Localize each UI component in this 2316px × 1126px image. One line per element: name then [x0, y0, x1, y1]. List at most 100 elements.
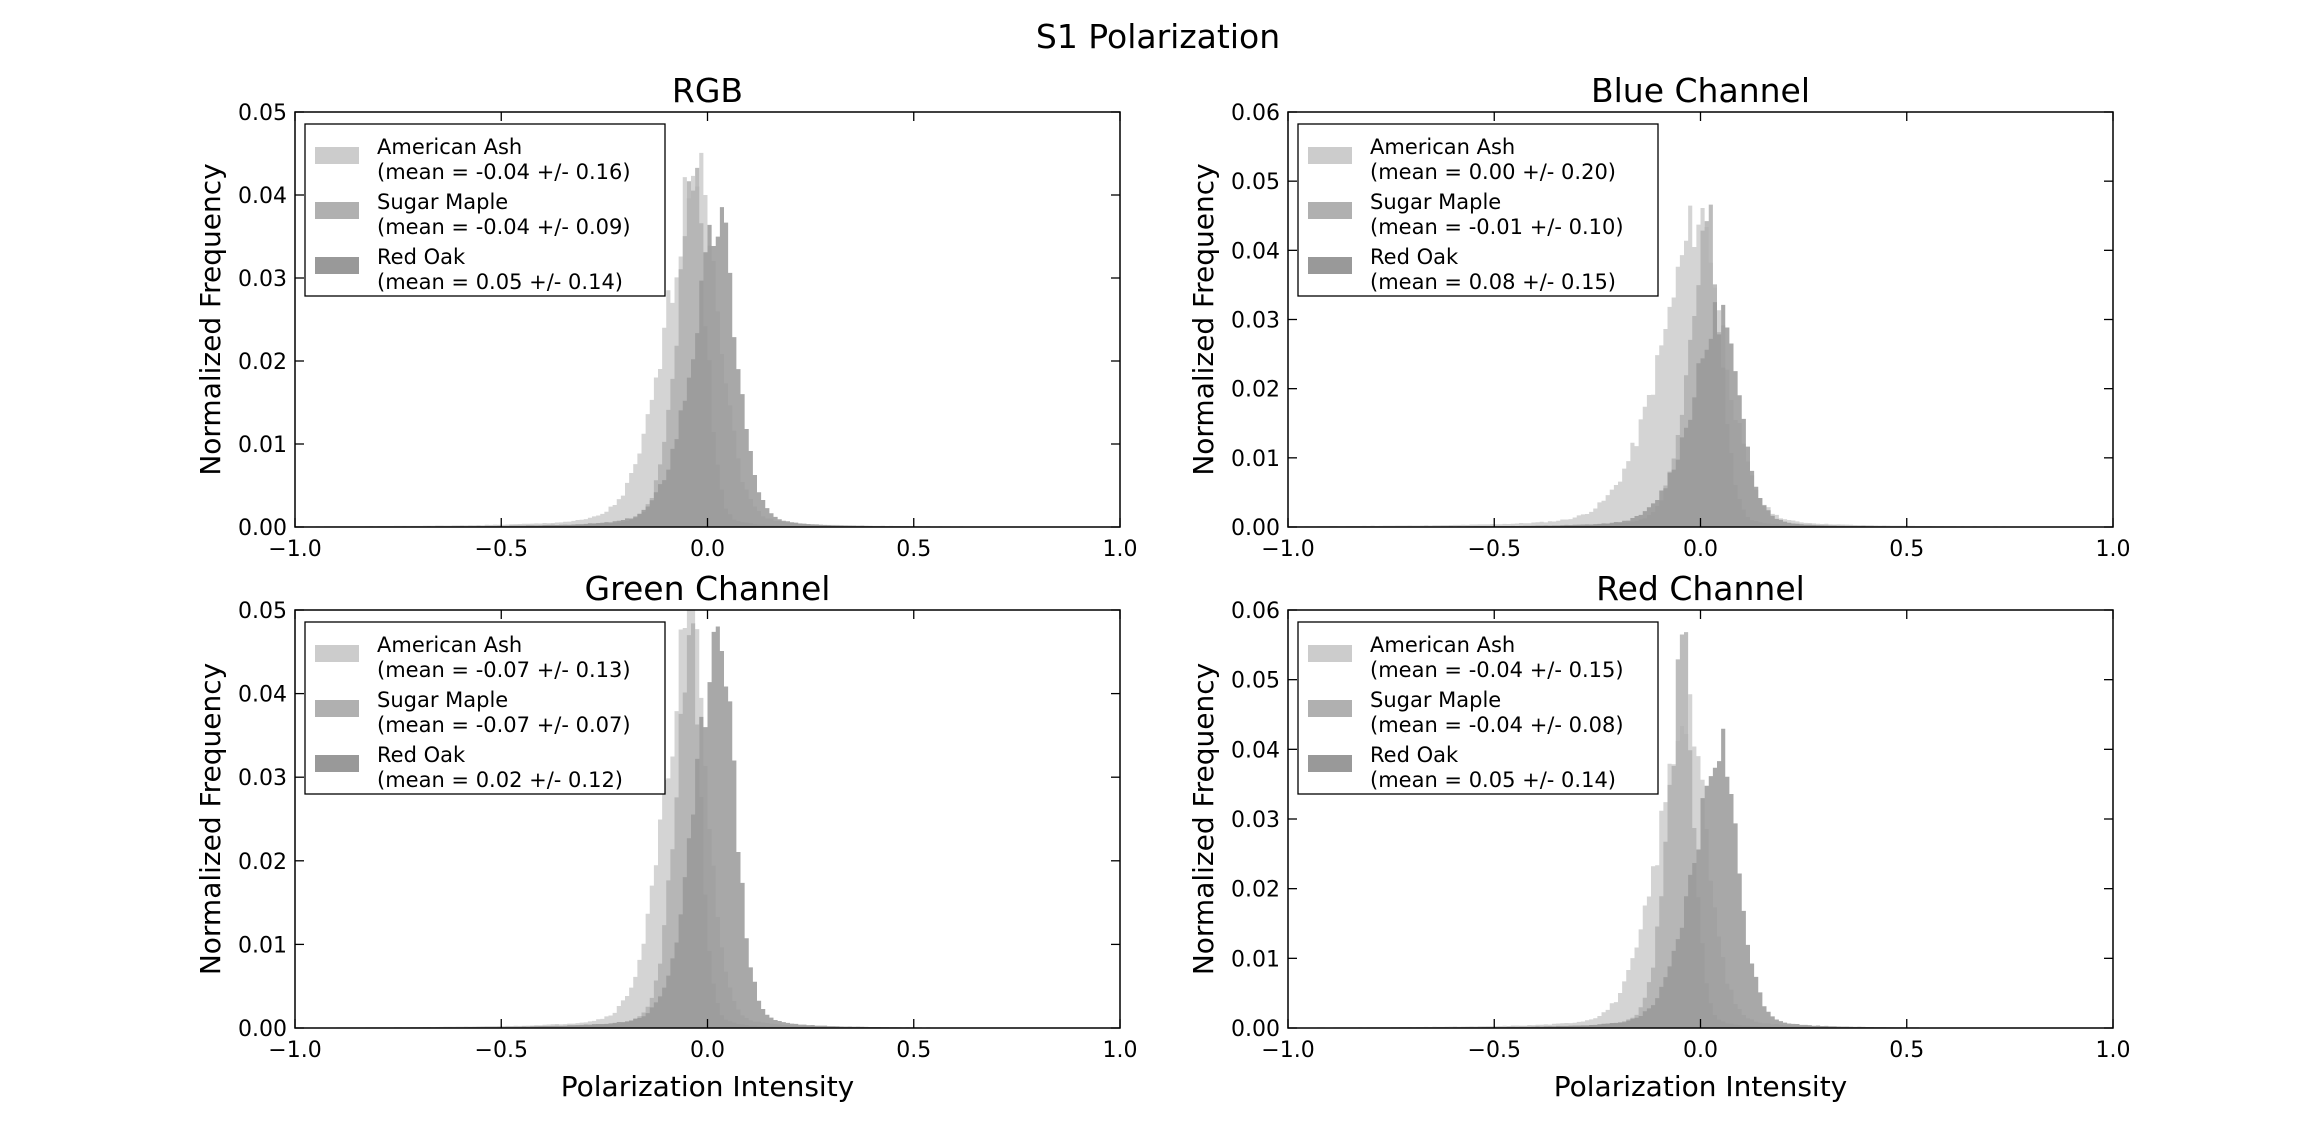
y-tick-label: 0.04 — [238, 184, 287, 209]
y-tick-label: 0.00 — [1231, 1017, 1280, 1042]
y-tick-label: 0.03 — [1231, 309, 1280, 334]
x-tick-label: −0.5 — [475, 537, 528, 562]
y-tick-label: 0.05 — [238, 101, 287, 126]
legend-entry: American Ash — [377, 633, 522, 657]
legend-swatch — [1308, 755, 1352, 772]
x-tick-label: 0.5 — [1889, 537, 1924, 562]
legend-swatch — [315, 147, 359, 164]
x-tick-label: 0.0 — [1683, 537, 1718, 562]
legend-entry-stats: (mean = -0.01 +/- 0.10) — [1370, 215, 1624, 239]
x-tick-label: 1.0 — [1103, 1038, 1138, 1063]
legend-swatch — [315, 700, 359, 717]
x-tick-label: −0.5 — [475, 1038, 528, 1063]
chart-panel: −1.0 −0.5 0.0 0.5 1.0 0.00 0.01 0.02 0.03 0.04 0.0… — [194, 569, 1138, 1103]
y-tick-label: 0.04 — [1231, 738, 1280, 763]
x-tick-label: 1.0 — [1103, 537, 1138, 562]
legend-entry-stats: (mean = 0.00 +/- 0.20) — [1370, 160, 1616, 184]
x-tick-label: 1.0 — [2096, 1038, 2131, 1063]
legend-entry: American Ash — [377, 135, 522, 159]
y-tick-label: 0.06 — [1231, 101, 1280, 126]
x-tick-label: 0.5 — [1889, 1038, 1924, 1063]
x-axis-label: Polarization Intensity — [561, 1070, 855, 1103]
legend-box — [304, 621, 666, 795]
legend: American Ash (mean = -0.07 +/- 0.13) Suga… — [304, 621, 666, 795]
x-tick-label: −0.5 — [1468, 1038, 1521, 1063]
x-tick-label: 1.0 — [2096, 537, 2131, 562]
legend-swatch — [1308, 257, 1352, 274]
legend-entry-stats: (mean = -0.04 +/- 0.16) — [377, 160, 631, 184]
chart-title: Blue Channel — [1591, 71, 1810, 110]
y-axis-label: Normalized Frequency — [194, 663, 227, 975]
histogram-series — [295, 207, 1120, 527]
y-axis-label: Normalized Frequency — [194, 163, 227, 475]
legend-entry: Sugar Maple — [377, 190, 508, 214]
chart-title: RGB — [672, 71, 743, 110]
legend-entry: Sugar Maple — [377, 688, 508, 712]
histogram-series — [1288, 302, 2113, 527]
legend-swatch — [315, 755, 359, 772]
y-tick-label: 0.01 — [1231, 447, 1280, 472]
y-axis-label: Normalized Frequency — [1187, 663, 1220, 975]
y-axis-label: Normalized Frequency — [1187, 163, 1220, 475]
legend-entry-stats: (mean = -0.04 +/- 0.08) — [1370, 713, 1624, 737]
y-tick-label: 0.06 — [1231, 599, 1280, 624]
legend-swatch — [315, 257, 359, 274]
legend-entry: Red Oak — [1370, 245, 1459, 269]
histogram-series — [1288, 728, 2113, 1028]
legend: American Ash (mean = 0.00 +/- 0.20) Sugar… — [1297, 123, 1659, 297]
x-tick-label: 0.5 — [896, 1038, 931, 1063]
legend-entry: American Ash — [1370, 135, 1515, 159]
figure-title: S1 Polarization — [1036, 17, 1280, 56]
legend-entry-stats: (mean = 0.02 +/- 0.12) — [377, 768, 623, 792]
x-tick-label: −1.0 — [1261, 1038, 1314, 1063]
y-tick-label: 0.00 — [238, 516, 287, 541]
y-tick-label: 0.03 — [238, 766, 287, 791]
y-tick-label: 0.02 — [1231, 378, 1280, 403]
chart-title: Red Channel — [1596, 569, 1805, 608]
y-tick-label: 0.01 — [238, 433, 287, 458]
legend-entry: Sugar Maple — [1370, 190, 1501, 214]
legend-entry-stats: (mean = -0.04 +/- 0.09) — [377, 215, 631, 239]
chart-panel: −1.0 −0.5 0.0 0.5 1.0 0.00 0.01 0.02 0.03 0.04 0.0… — [1187, 569, 2131, 1103]
histogram-series — [295, 626, 1120, 1028]
legend-swatch — [1308, 147, 1352, 164]
y-tick-label: 0.05 — [238, 599, 287, 624]
legend: American Ash (mean = -0.04 +/- 0.16) Suga… — [304, 123, 666, 297]
y-tick-label: 0.00 — [238, 1017, 287, 1042]
legend-box — [1297, 123, 1659, 297]
y-tick-label: 0.01 — [238, 933, 287, 958]
y-tick-label: 0.01 — [1231, 947, 1280, 972]
x-tick-label: −1.0 — [268, 537, 321, 562]
legend-entry-stats: (mean = 0.08 +/- 0.15) — [1370, 270, 1616, 294]
legend-entry: Red Oak — [377, 743, 466, 767]
y-tick-label: 0.02 — [238, 850, 287, 875]
x-tick-label: 0.0 — [690, 1038, 725, 1063]
y-tick-label: 0.05 — [1231, 669, 1280, 694]
y-tick-label: 0.00 — [1231, 516, 1280, 541]
legend-entry: Sugar Maple — [1370, 688, 1501, 712]
y-tick-label: 0.03 — [238, 267, 287, 292]
x-tick-label: 0.0 — [690, 537, 725, 562]
chart-title: Green Channel — [585, 569, 831, 608]
legend-swatch — [315, 645, 359, 662]
legend-box — [304, 123, 666, 297]
x-tick-label: −0.5 — [1468, 537, 1521, 562]
legend-entry-stats: (mean = 0.05 +/- 0.14) — [1370, 768, 1616, 792]
y-tick-label: 0.02 — [1231, 878, 1280, 903]
x-tick-label: 0.5 — [896, 537, 931, 562]
y-tick-label: 0.04 — [1231, 239, 1280, 264]
legend-entry-stats: (mean = -0.07 +/- 0.07) — [377, 713, 631, 737]
legend: American Ash (mean = -0.04 +/- 0.15) Suga… — [1297, 621, 1659, 795]
legend-swatch — [315, 202, 359, 219]
legend-entry: Red Oak — [377, 245, 466, 269]
x-tick-label: −1.0 — [1261, 537, 1314, 562]
histogram-bars — [1288, 632, 2113, 1028]
legend-box — [1297, 621, 1659, 795]
chart-panel: −1.0 −0.5 0.0 0.5 1.0 0.00 0.01 0.02 0.03 0.04 0.0… — [1187, 71, 2131, 562]
x-tick-label: −1.0 — [268, 1038, 321, 1063]
legend-entry-stats: (mean = -0.07 +/- 0.13) — [377, 658, 631, 682]
y-tick-label: 0.02 — [238, 350, 287, 375]
legend-swatch — [1308, 645, 1352, 662]
histogram-bars — [295, 610, 1120, 1028]
